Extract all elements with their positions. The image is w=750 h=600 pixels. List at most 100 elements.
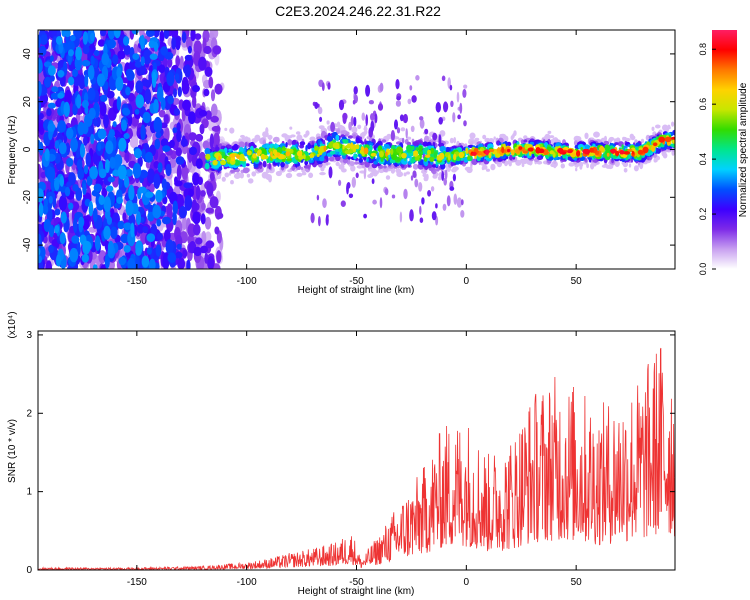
spectrogram-cell <box>383 165 387 169</box>
spectrogram-cell <box>465 147 469 154</box>
spectrogram-cell <box>447 154 451 161</box>
spectrogram-cell <box>467 155 471 160</box>
spectrogram-cell <box>123 175 130 188</box>
spectrogram-cell <box>177 257 186 269</box>
spectrogram-cell <box>326 135 334 142</box>
spectrogram-cell <box>54 208 61 216</box>
spectrogram-cell <box>214 83 223 95</box>
spectrogram-cell <box>38 202 44 218</box>
spectrogram-cell <box>81 253 90 263</box>
spectrogram-cell <box>268 175 272 183</box>
spectrogram-cell <box>142 111 151 124</box>
spectrogram-cell <box>456 197 463 208</box>
x-tick-label: 0 <box>464 276 470 287</box>
spectrogram-cell <box>349 161 355 167</box>
spectrogram-cell <box>77 168 85 180</box>
spectrogram-cell <box>662 152 668 159</box>
spectrogram-cell <box>355 172 359 179</box>
spectrogram-cell <box>330 121 335 133</box>
spectrogram-cell <box>449 84 453 91</box>
spectrogram-cell <box>265 127 269 135</box>
colorbar-tick-label: 0.0 <box>698 263 708 276</box>
spectrogram-cell <box>297 150 303 157</box>
spectrogram-cell <box>651 126 655 131</box>
spectrogram-cell <box>201 230 207 245</box>
spectrogram-cell <box>251 171 257 177</box>
spectrogram-cell <box>88 107 96 120</box>
spectrogram-cell <box>149 53 158 60</box>
spectrogram-cell <box>238 141 245 148</box>
spectrogram-cell <box>498 142 502 146</box>
spectrogram-cell <box>295 131 301 135</box>
spectrogram-cell <box>163 30 170 40</box>
y-tick-label: 20 <box>22 96 33 108</box>
spectrogram-cell <box>145 161 150 169</box>
spectrogram-cell <box>174 73 180 81</box>
spectrogram-cell <box>469 132 476 140</box>
spectrogram-cell <box>652 142 658 147</box>
spectrogram-cell <box>83 165 89 175</box>
spectrogram-cell <box>247 137 251 141</box>
spectrogram-cell <box>199 109 208 117</box>
spectrogram-cell <box>156 232 163 241</box>
spectrogram-cell <box>176 243 182 250</box>
spectrogram-cell <box>319 156 325 162</box>
snr-x-ticks: -150 -100 -50 0 50 <box>127 331 582 588</box>
spectrogram-cell <box>59 175 65 187</box>
spectrogram-cell <box>38 58 43 74</box>
spectrogram-cell <box>371 178 375 185</box>
spectrogram-cell <box>427 190 432 197</box>
spectrogram-cell <box>68 49 74 57</box>
spectrogram-cell <box>318 148 323 156</box>
spectrogram-cell <box>338 99 345 111</box>
spectrogram-cell <box>307 142 311 150</box>
spectrogram-cell <box>335 161 340 167</box>
spectrogram-cell <box>451 168 457 173</box>
spectrogram-cell <box>419 118 425 129</box>
spectrogram-cell <box>184 54 193 61</box>
spectrogram-cell <box>146 247 152 255</box>
spectrogram-cell <box>167 252 177 263</box>
spectrogram-cell <box>200 213 206 225</box>
spectrogram-cell <box>169 158 177 168</box>
spectrogram-cell <box>195 133 204 142</box>
spectrogram-cell <box>116 196 123 204</box>
spectrogram-cell <box>244 142 248 147</box>
spectrogram-cell <box>94 235 101 252</box>
spectrogram-cell <box>488 151 492 159</box>
spectrogram-cell <box>193 223 201 236</box>
spectrogram-cell <box>182 249 188 258</box>
spectrogram-cell <box>68 76 75 86</box>
spectrogram-cell <box>607 164 614 170</box>
spectrogram-cell <box>623 168 628 173</box>
spectrogram-cell <box>136 224 145 234</box>
spectrogram-cell <box>60 211 67 224</box>
spectrogram-cell <box>205 207 214 214</box>
spectrogram-cell <box>443 101 448 113</box>
spectrogram-cell <box>45 260 53 269</box>
spectrogram-cell <box>328 156 335 162</box>
spectrogram-cell <box>401 137 405 144</box>
spectrogram-cell <box>71 235 80 244</box>
spectrogram-cell <box>38 81 42 97</box>
spectrogram-cell <box>395 79 400 90</box>
spectrogram-cell <box>615 150 620 157</box>
spectrogram-cell <box>63 101 70 117</box>
spectrogram-cell <box>107 39 116 49</box>
spectrogram-cell <box>355 137 361 144</box>
spectrogram-cell <box>296 172 303 177</box>
spectrogram-cell <box>460 210 465 218</box>
spectrogram-cell <box>210 89 216 102</box>
spectrogram-cell <box>570 152 577 158</box>
spectrogram-cell <box>470 140 474 146</box>
spectrogram-cell <box>633 165 639 172</box>
spectrogram-cell <box>573 140 578 146</box>
spectrogram-cell <box>614 160 620 167</box>
spectrogram-cell <box>130 222 135 238</box>
spectrogram-cell <box>589 147 594 153</box>
spectrogram-cell <box>171 30 179 40</box>
spectrogram-cell <box>165 239 174 255</box>
spectrogram-cell <box>134 61 143 68</box>
spectrogram-cell <box>163 229 171 243</box>
spectrogram-cell <box>156 218 162 227</box>
